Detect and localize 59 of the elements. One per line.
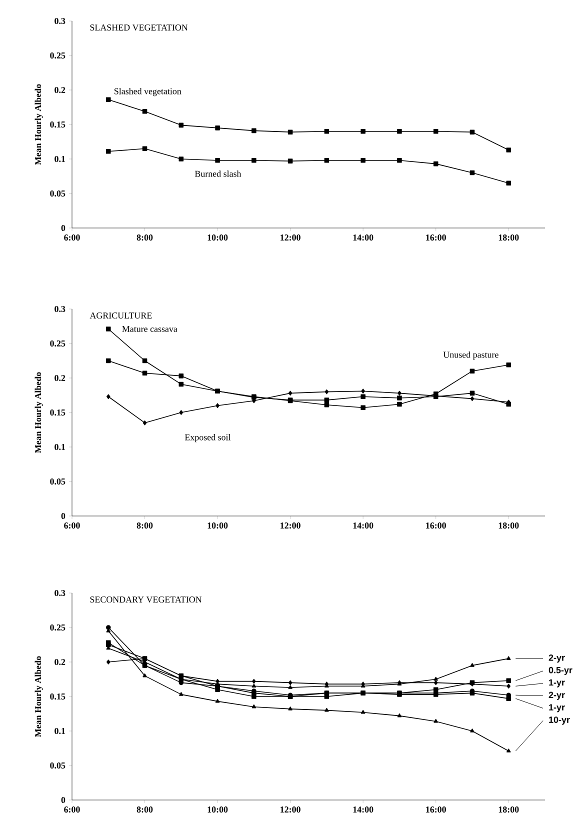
x-tick-label: 16:00 — [426, 806, 446, 813]
y-tick-label: 0.15 — [50, 693, 66, 700]
y-tick-label: 0.05 — [50, 762, 66, 769]
y-tick-label: 0.2 — [54, 374, 66, 382]
series-label: Mature cassava — [122, 326, 178, 332]
x-tick-label: 6:00 — [64, 234, 80, 241]
y-tick-label: 0.2 — [54, 86, 66, 94]
x-tick-label: 6:00 — [64, 806, 80, 813]
y-tick-label: 0.2 — [54, 658, 66, 666]
legend-label: 1-yr — [549, 679, 565, 688]
y-tick-label: 0.25 — [50, 52, 66, 59]
y-tick-label: 0.15 — [50, 121, 66, 128]
y-tick-label: 0.15 — [50, 409, 66, 416]
legend-label: 0.5-yr — [548, 666, 572, 676]
y-axis-title: Mean Hourly Albedo — [34, 656, 43, 737]
series-label: Unused pasture — [443, 351, 498, 360]
chart-title: SECONDARY VEGETATION — [90, 596, 202, 603]
y-tick-label: 0.3 — [54, 590, 66, 596]
y-tick-label: 0.3 — [54, 306, 66, 312]
x-tick-label: 12:00 — [280, 806, 300, 813]
x-tick-label: 6:00 — [64, 522, 80, 529]
legend-label: 2-yr — [548, 692, 565, 700]
x-tick-label: 8:00 — [136, 522, 153, 529]
x-tick-label: 8:00 — [136, 234, 153, 241]
y-tick-label: 0.05 — [50, 190, 66, 197]
x-tick-label: 10:00 — [208, 522, 228, 529]
x-tick-label: 16:00 — [426, 234, 446, 241]
series-label: Slashed vegetation — [114, 88, 182, 96]
y-tick-label: 0 — [61, 796, 66, 804]
text: 10-yr — [549, 716, 570, 725]
chart-title: AGRICULTURE — [90, 312, 152, 319]
y-tick-label: 0 — [61, 224, 66, 232]
y-tick-label: 0.3 — [54, 18, 66, 24]
y-axis-title: Mean Hourly Albedo — [34, 372, 43, 453]
y-tick-label: 0.25 — [50, 624, 66, 631]
x-tick-label: 14:00 — [353, 234, 374, 241]
y-tick-label: 0.25 — [50, 340, 66, 347]
x-tick-label: 18:00 — [498, 806, 519, 813]
x-tick-label: 10:00 — [208, 806, 228, 813]
x-tick-label: 18:00 — [498, 234, 519, 241]
x-tick-label: 8:00 — [136, 806, 153, 813]
y-tick-label: 0.1 — [54, 156, 66, 162]
x-tick-label: 18:00 — [498, 522, 519, 529]
legend-label: 1-yr — [549, 704, 565, 712]
x-tick-label: 16:00 — [426, 522, 446, 529]
x-tick-label: 14:00 — [353, 522, 374, 529]
y-tick-label: 0.05 — [50, 478, 66, 485]
y-tick-label: 0.1 — [54, 728, 66, 734]
y-tick-label: 0 — [61, 512, 66, 520]
series-label: Burned slash — [194, 170, 242, 177]
legend-label: 2-yr — [548, 654, 565, 663]
y-tick-label: 0.1 — [54, 444, 66, 450]
x-tick-label: 12:00 — [280, 234, 300, 241]
y-axis-title: Mean Hourly Albedo — [34, 84, 43, 165]
x-tick-label: 12:00 — [280, 522, 300, 529]
chart-title: SLASHED VEGETATION — [90, 24, 188, 31]
text: Exposed soil — [184, 434, 231, 442]
x-tick-label: 10:00 — [208, 234, 228, 241]
x-tick-label: 14:00 — [353, 806, 374, 813]
